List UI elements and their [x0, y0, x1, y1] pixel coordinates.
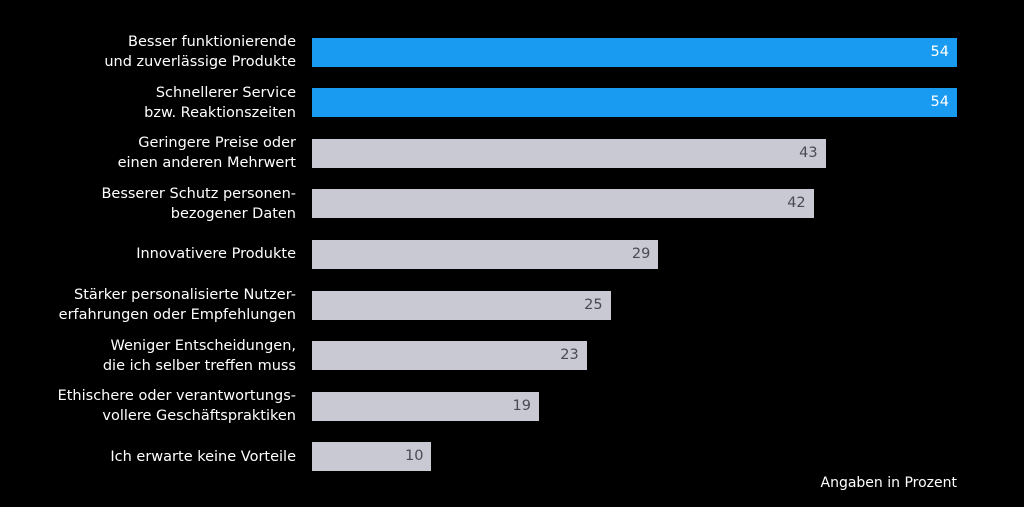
- value-label: 19: [512, 397, 531, 414]
- bar: [312, 341, 587, 371]
- bar: [312, 290, 611, 320]
- category-label: Ich erwarte keine Vorteile: [110, 448, 296, 465]
- value-label: 54: [930, 43, 949, 60]
- value-label: 54: [930, 94, 949, 111]
- category-label: Geringere Preise oder einen anderen Mehr…: [117, 135, 296, 172]
- category-label: Besserer Schutz personen- bezogener Date…: [101, 185, 296, 222]
- value-label: 29: [631, 245, 651, 262]
- bar: [312, 442, 432, 472]
- value-label: 43: [799, 144, 818, 161]
- value-label: 23: [560, 347, 579, 364]
- value-label: 10: [404, 448, 424, 465]
- bar: [312, 189, 814, 219]
- bar: [312, 37, 957, 67]
- category-label: Schnellerer Service bzw. Reaktionszeiten: [144, 84, 296, 121]
- bar: [312, 88, 957, 118]
- category-label: Weniger Entscheidungen, die ich selber t…: [102, 337, 296, 374]
- note: Angaben in Prozent: [820, 475, 958, 491]
- category-label: Ethischere oder verantwortungs- vollere …: [57, 388, 296, 425]
- bar: [312, 138, 826, 168]
- bar: [312, 391, 539, 421]
- category-label: Stärker personalisierte Nutzer- erfahrun…: [58, 287, 296, 323]
- value-label: 42: [787, 195, 806, 212]
- category-label: Besser funktionierende und zuverlässige …: [104, 34, 296, 70]
- value-label: 25: [584, 296, 603, 313]
- bar: [312, 239, 659, 269]
- category-label: Innovativere Produkte: [136, 246, 296, 263]
